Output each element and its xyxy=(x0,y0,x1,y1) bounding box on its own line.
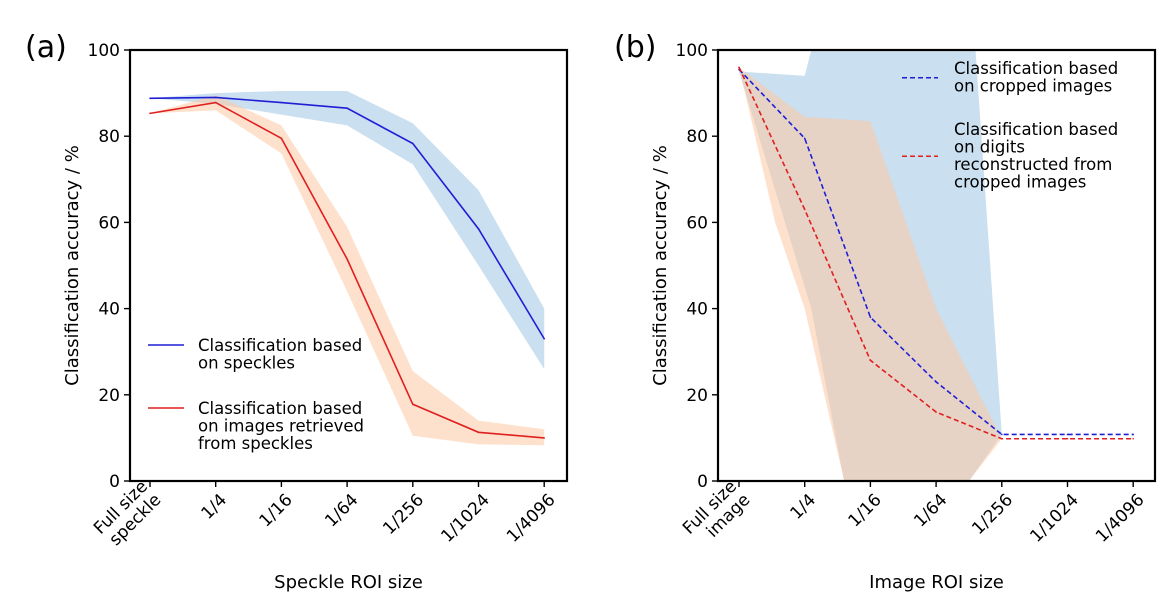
x-axis-label: Speckle ROI size xyxy=(274,572,423,593)
legend-label-line: cropped images xyxy=(954,173,1086,192)
x-tick-label: 1/256 xyxy=(968,490,1017,539)
legend-label-1: Classification based on digits reconstruct… xyxy=(954,120,1118,192)
data-point-s0-5 xyxy=(477,228,480,230)
y-tick-label: 40 xyxy=(686,300,708,320)
x-tick-label: Full sizespeckle xyxy=(90,477,165,552)
data-point-s1-6 xyxy=(543,437,545,439)
legend-label-line: on images retrieved xyxy=(198,417,364,436)
x-tick-label: 1/4096 xyxy=(503,490,559,546)
axes-frame xyxy=(128,48,569,483)
panel-label: (b) xyxy=(614,30,656,65)
y-tick-label: 20 xyxy=(686,386,708,406)
x-tick-label-line: 1/4096 xyxy=(1092,490,1148,546)
data-point-s1-4 xyxy=(1001,437,1003,440)
data-point-s0-4 xyxy=(1001,433,1003,436)
data-point-s1-2 xyxy=(869,359,872,362)
x-tick-label-line: 1/64 xyxy=(910,490,951,531)
data-point-s1-4 xyxy=(412,403,414,406)
x-tick-label: 1/256 xyxy=(379,490,428,539)
y-tick-label: 100 xyxy=(676,41,708,61)
legend-label-line: on digits xyxy=(954,138,1025,157)
y-tick-label: 80 xyxy=(686,127,708,147)
data-point-s0-4 xyxy=(412,142,414,145)
data-point-s1-3 xyxy=(935,411,937,413)
series-band-1 xyxy=(739,67,1002,481)
data-point-s1-1 xyxy=(803,208,806,211)
x-tick-label-line: 1/256 xyxy=(968,490,1017,539)
x-tick-label: 1/1024 xyxy=(1026,490,1082,546)
x-tick-label: 1/16 xyxy=(845,490,886,531)
x-tick-label: 1/16 xyxy=(256,490,297,531)
x-tick-label: 1/64 xyxy=(321,490,362,531)
legend-label-line: Classification based xyxy=(954,59,1118,78)
data-point-s0-1 xyxy=(214,96,217,99)
data-point-s1-1 xyxy=(214,101,217,104)
series-band-1 xyxy=(150,95,545,446)
y-tick-label: 100 xyxy=(88,41,120,61)
legend-label-line: on cropped images xyxy=(954,77,1112,96)
data-point-s0-5 xyxy=(1066,433,1069,436)
data-point-s0-6 xyxy=(543,337,545,340)
legend: Classification based on specklesClassific… xyxy=(148,336,364,453)
x-tick-label-line: 1/16 xyxy=(845,490,886,531)
legend-label-line: Classification based xyxy=(198,399,362,418)
x-tick-label-line: 1/4096 xyxy=(503,490,559,546)
data-point-s1-2 xyxy=(280,137,283,140)
data-point-s1-5 xyxy=(1066,437,1069,440)
legend-label-line: Classification based xyxy=(198,336,362,355)
legend-label-line: on speckles xyxy=(198,354,295,373)
legend-label-1: Classification based on images retrieved f… xyxy=(198,399,364,453)
data-point-s1-0 xyxy=(738,66,740,69)
y-tick-label: 0 xyxy=(697,472,708,492)
legend-label-0: Classification based on cropped images xyxy=(954,59,1118,96)
x-tick-label: Full sizeimage xyxy=(679,477,754,552)
plot-area xyxy=(149,90,545,446)
data-point-s0-3 xyxy=(346,107,348,109)
y-tick-label: 20 xyxy=(98,386,120,406)
y-tick-label: 60 xyxy=(98,213,120,233)
data-point-s0-2 xyxy=(280,101,283,104)
x-tick-label-line: 1/1024 xyxy=(437,490,493,546)
data-point-s0-3 xyxy=(935,381,937,383)
data-point-s0-6 xyxy=(1132,433,1134,436)
legend: Classification based on cropped imagesCla… xyxy=(902,59,1118,192)
y-axis-label: Classification accuracy / % xyxy=(650,145,671,386)
x-tick-label-line: 1/256 xyxy=(379,490,428,539)
x-tick-label: 1/4096 xyxy=(1092,490,1148,546)
legend-label-line: from speckles xyxy=(198,434,313,453)
legend-label-line: Classification based xyxy=(954,120,1118,139)
y-tick-label: 40 xyxy=(98,300,120,320)
x-tick-label: 1/1024 xyxy=(437,490,493,546)
y-tick-label: 0 xyxy=(109,472,120,492)
legend-label-line: reconstructed from xyxy=(954,155,1112,174)
legend-label-0: Classification based on speckles xyxy=(198,336,362,373)
panel-label: (a) xyxy=(25,30,67,65)
y-tick-label: 80 xyxy=(98,127,120,147)
x-tick-label-line: 1/16 xyxy=(256,490,297,531)
data-point-s0-0 xyxy=(149,97,151,100)
plot-area xyxy=(738,50,1134,481)
x-tick-label: 1/4 xyxy=(198,490,231,523)
data-point-s1-6 xyxy=(1132,437,1134,440)
x-tick-label: 1/64 xyxy=(910,490,951,531)
data-point-s1-0 xyxy=(149,112,151,115)
chart-panel-0: 0 20 40 60 80 100 Full sizespeckle 1/4 1/16 1/64 1… xyxy=(25,30,569,593)
x-tick-label: 1/4 xyxy=(787,490,820,523)
data-point-s0-2 xyxy=(869,316,872,319)
chart-panel-1: 0 20 40 60 80 100 Full sizeimage 1/4 1/16 1/64 1/2… xyxy=(614,30,1157,593)
x-tick-label-line: 1/4 xyxy=(198,490,231,523)
data-point-s1-3 xyxy=(346,258,348,260)
y-tick-label: 60 xyxy=(686,213,708,233)
x-tick-label-line: 1/1024 xyxy=(1026,490,1082,546)
x-axis-label: Image ROI size xyxy=(869,572,1004,593)
x-tick-label-line: 1/64 xyxy=(321,490,362,531)
x-tick-label-line: 1/4 xyxy=(787,490,820,523)
y-axis-label: Classification accuracy / % xyxy=(62,145,83,386)
data-point-s0-1 xyxy=(803,137,806,140)
data-point-s1-5 xyxy=(477,431,480,434)
series-band-0 xyxy=(150,90,545,369)
